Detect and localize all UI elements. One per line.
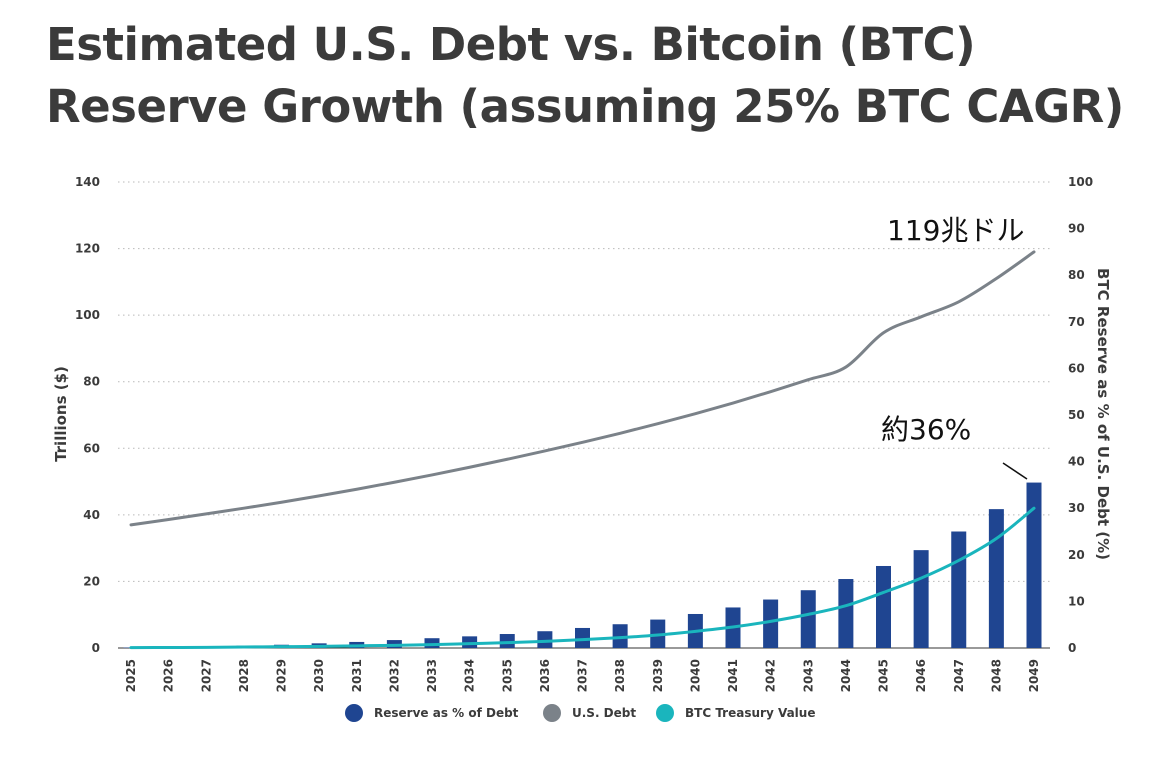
chart-title-line-1: Estimated U.S. Debt vs. Bitcoin (BTC) [46, 18, 976, 71]
legend-label-reserve: Reserve as % of Debt [374, 706, 519, 720]
reserve-bar [988, 509, 1004, 648]
x-tick-label: 2025 [124, 659, 138, 692]
x-tick-label: 2037 [576, 659, 590, 692]
x-tick-label: 2043 [801, 659, 815, 692]
x-tick-label: 2032 [387, 659, 401, 692]
btc-treasury-line [129, 506, 1036, 650]
reserve-bar [763, 599, 779, 648]
left-tick-label: 60 [83, 441, 100, 455]
legend-swatch-btc [656, 704, 674, 722]
reserve-bar [424, 638, 440, 648]
x-tick-label: 2048 [989, 659, 1003, 692]
reserve-bar [876, 565, 891, 648]
debt-end-annotation: 119兆ドル [887, 214, 1024, 247]
x-tick-label: 2034 [463, 659, 477, 692]
reserve-bar [499, 634, 515, 648]
x-tick-label: 2029 [275, 659, 289, 692]
left-tick-label: 40 [83, 508, 100, 522]
legend-label-debt: U.S. Debt [572, 706, 636, 720]
legend-swatch-debt [543, 704, 561, 722]
reserve-bar [913, 550, 929, 648]
reserve-bars [123, 482, 1042, 649]
x-tick-label: 2047 [952, 659, 966, 692]
left-axis-ticks: 0 20 40 60 80 100 120 140 [75, 175, 100, 655]
left-tick-label: 120 [75, 242, 100, 256]
x-tick-label: 2046 [914, 659, 928, 692]
right-tick-label: 50 [1068, 408, 1085, 422]
left-tick-label: 20 [83, 574, 100, 588]
legend-item-debt[interactable]: U.S. Debt [543, 704, 636, 722]
x-tick-label: 2027 [199, 659, 213, 692]
right-axis-ticks: 0 10 20 30 40 50 60 70 80 90 100 [1068, 175, 1093, 655]
right-tick-label: 20 [1068, 548, 1085, 562]
us-debt-line [129, 250, 1036, 527]
left-tick-label: 140 [75, 175, 100, 189]
right-tick-label: 80 [1068, 268, 1085, 282]
right-tick-label: 30 [1068, 501, 1085, 515]
right-tick-label: 70 [1068, 315, 1085, 329]
right-tick-label: 0 [1068, 641, 1076, 655]
reserve-bar [800, 590, 816, 648]
legend: Reserve as % of Debt U.S. Debt BTC Treas… [345, 704, 815, 722]
reserve-bar [612, 624, 628, 648]
x-tick-label: 2039 [651, 659, 665, 692]
x-axis-ticks: 2025 2026 2027 2028 2029 2030 2031 2032 2033 2034… [124, 659, 1041, 692]
right-axis-title: BTC Reserve as % of U.S. Debt (%) [1094, 268, 1112, 560]
right-tick-label: 90 [1068, 222, 1085, 236]
chart-title-line-2: Reserve Growth (assuming 25% BTC CAGR) [46, 80, 1124, 133]
x-tick-label: 2041 [726, 659, 740, 692]
x-tick-label: 2030 [312, 659, 326, 692]
x-tick-label: 2031 [350, 659, 364, 692]
left-tick-label: 80 [83, 375, 100, 389]
x-tick-label: 2044 [839, 659, 853, 692]
x-tick-label: 2049 [1027, 659, 1041, 692]
x-tick-label: 2026 [162, 659, 176, 692]
x-tick-label: 2038 [613, 659, 627, 692]
reserve-bar [951, 531, 967, 648]
x-tick-label: 2028 [237, 659, 251, 692]
reserve-bar [575, 627, 590, 648]
left-axis-title: Trillions ($) [52, 366, 70, 462]
right-tick-label: 60 [1068, 361, 1085, 375]
x-tick-label: 2033 [425, 659, 439, 692]
legend-swatch-reserve [345, 704, 363, 722]
chart-title: Estimated U.S. Debt vs. Bitcoin (BTC) Re… [46, 14, 1146, 138]
x-tick-label: 2036 [538, 659, 552, 692]
x-tick-label: 2045 [877, 659, 891, 692]
x-tick-label: 2042 [764, 659, 778, 692]
x-tick-label: 2040 [688, 659, 702, 692]
series-lines [129, 250, 1036, 650]
x-tick-label: 2035 [500, 659, 514, 692]
reserve-bar [1026, 482, 1042, 648]
right-tick-label: 40 [1068, 455, 1085, 469]
left-tick-label: 100 [75, 308, 100, 322]
right-tick-label: 10 [1068, 594, 1085, 608]
legend-item-reserve[interactable]: Reserve as % of Debt [345, 704, 519, 722]
reserve-annotation-leader [1002, 462, 1028, 480]
legend-label-btc: BTC Treasury Value [685, 706, 815, 720]
left-tick-label: 0 [92, 641, 100, 655]
legend-item-btc[interactable]: BTC Treasury Value [656, 704, 815, 722]
reserve-bar [537, 631, 553, 648]
reserve-end-annotation: 約36% [881, 413, 971, 446]
reserve-bar [838, 579, 854, 648]
right-tick-label: 100 [1068, 175, 1093, 189]
